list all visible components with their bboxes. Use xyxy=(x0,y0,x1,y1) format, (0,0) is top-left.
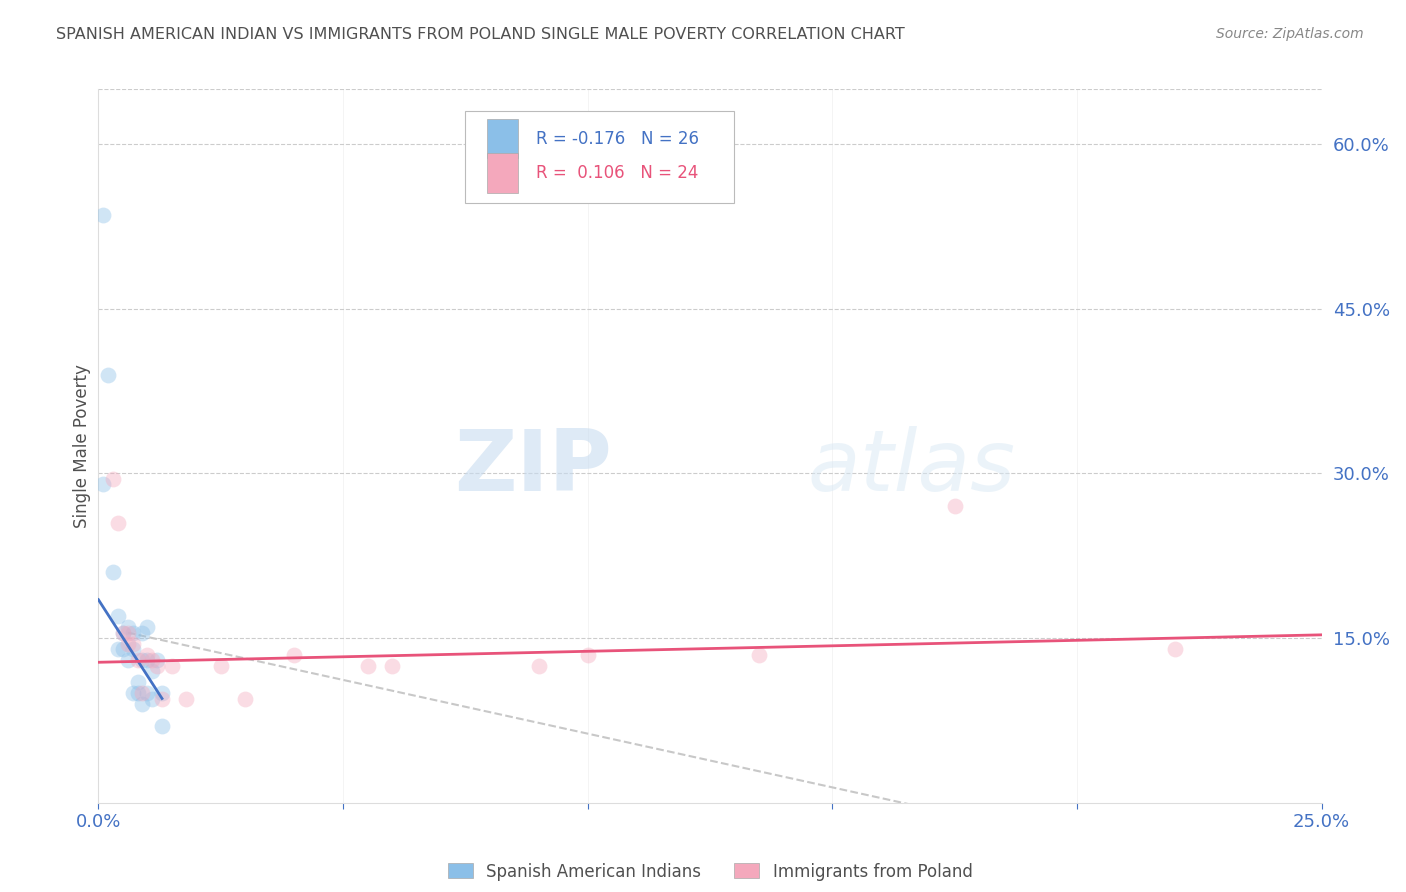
Point xyxy=(943,500,966,514)
Point xyxy=(121,625,143,640)
Point xyxy=(117,620,139,634)
Point xyxy=(97,368,120,382)
Point xyxy=(136,620,159,634)
Legend: Spanish American Indians, Immigrants from Poland: Spanish American Indians, Immigrants fro… xyxy=(441,856,979,888)
Point xyxy=(141,653,163,667)
Point xyxy=(136,648,159,662)
Text: ZIP: ZIP xyxy=(454,425,612,509)
Point xyxy=(91,209,114,223)
Point xyxy=(107,609,129,624)
Y-axis label: Single Male Poverty: Single Male Poverty xyxy=(73,364,91,528)
Point xyxy=(141,691,163,706)
Point xyxy=(131,653,153,667)
FancyBboxPatch shape xyxy=(465,111,734,203)
Point xyxy=(576,648,599,662)
Point xyxy=(121,686,143,700)
FancyBboxPatch shape xyxy=(488,120,517,159)
Point xyxy=(381,658,404,673)
Point xyxy=(146,653,169,667)
Point xyxy=(160,658,183,673)
Point xyxy=(111,642,134,657)
Point xyxy=(131,625,153,640)
Point xyxy=(233,691,256,706)
Point xyxy=(136,686,159,700)
Point xyxy=(131,697,153,711)
Point xyxy=(107,642,129,657)
Point xyxy=(356,658,378,673)
Point xyxy=(117,653,139,667)
Text: atlas: atlas xyxy=(808,425,1017,509)
Point xyxy=(131,686,153,700)
Point xyxy=(117,625,139,640)
Point xyxy=(527,658,550,673)
Text: Source: ZipAtlas.com: Source: ZipAtlas.com xyxy=(1216,27,1364,41)
Point xyxy=(127,686,149,700)
Point xyxy=(209,658,232,673)
Point xyxy=(150,686,173,700)
Point xyxy=(117,637,139,651)
FancyBboxPatch shape xyxy=(488,153,517,193)
Point xyxy=(176,691,198,706)
Point xyxy=(127,653,149,667)
Point xyxy=(107,516,129,530)
Point xyxy=(146,658,169,673)
Point xyxy=(91,477,114,491)
Point xyxy=(127,675,149,690)
Text: SPANISH AMERICAN INDIAN VS IMMIGRANTS FROM POLAND SINGLE MALE POVERTY CORRELATIO: SPANISH AMERICAN INDIAN VS IMMIGRANTS FR… xyxy=(56,27,905,42)
Point xyxy=(101,566,124,580)
Point xyxy=(111,625,134,640)
Point xyxy=(121,637,143,651)
Point xyxy=(150,719,173,733)
Point xyxy=(150,691,173,706)
Text: R =  0.106   N = 24: R = 0.106 N = 24 xyxy=(536,164,699,182)
Point xyxy=(121,642,143,657)
Point xyxy=(101,472,124,486)
Point xyxy=(136,653,159,667)
Point xyxy=(111,625,134,640)
Point xyxy=(141,664,163,678)
Point xyxy=(283,648,305,662)
Text: R = -0.176   N = 26: R = -0.176 N = 26 xyxy=(536,130,699,148)
Point xyxy=(748,648,770,662)
Point xyxy=(1164,642,1187,657)
